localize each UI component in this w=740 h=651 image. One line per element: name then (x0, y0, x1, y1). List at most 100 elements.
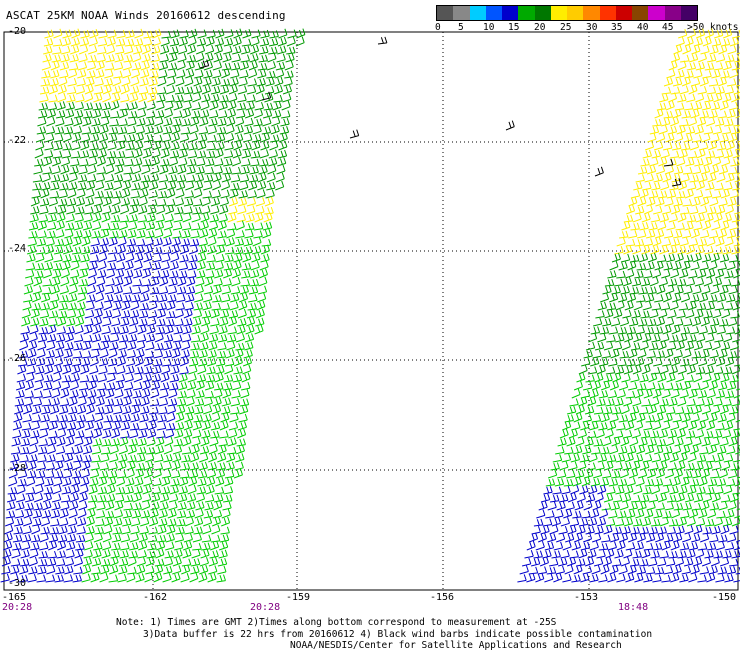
wind-barb (656, 503, 665, 510)
wind-barb (79, 269, 88, 278)
wind-barb (201, 543, 210, 550)
wind-barb (689, 389, 698, 398)
wind-barb (54, 357, 63, 366)
wind-barb (662, 389, 671, 398)
wind-barb (22, 423, 31, 430)
wind-barb (179, 149, 188, 158)
wind-barb (39, 327, 48, 334)
wind-barb (194, 527, 203, 534)
wind-barb (118, 350, 127, 359)
wind-barb (619, 231, 628, 238)
wind-barb (548, 469, 557, 478)
wind-barb (21, 430, 30, 438)
wind-barb (204, 286, 213, 294)
wind-barb (669, 335, 678, 342)
wind-barb (81, 246, 90, 254)
wind-barb (223, 53, 232, 62)
wind-barb (666, 69, 675, 78)
wind-barb (691, 383, 700, 390)
wind-barb (178, 271, 187, 278)
wind-barb (103, 310, 112, 318)
wind-barb (684, 407, 693, 414)
wind-barb (177, 287, 186, 294)
wind-barb (97, 167, 106, 174)
wind-barb (703, 37, 711, 46)
wind-barb (46, 238, 55, 246)
wind-barb (651, 214, 660, 222)
wind-barb (223, 167, 232, 174)
wind-barb (29, 557, 38, 566)
wind-barb (661, 303, 670, 311)
wind-barb (221, 406, 230, 414)
wind-barb (718, 567, 727, 574)
wind-barb (120, 543, 129, 551)
wind-barb (628, 230, 637, 238)
wind-barb (266, 71, 275, 78)
wind-barb (157, 309, 166, 318)
wind-barb (131, 405, 140, 414)
wind-barb (592, 565, 601, 574)
wind-barb (49, 421, 58, 430)
wind-barb (129, 317, 138, 326)
wind-barb (156, 94, 165, 102)
wind-barb (606, 549, 614, 558)
wind-barb (643, 271, 652, 279)
wind-barb (709, 261, 717, 270)
wind-barb (208, 462, 217, 470)
wind-barb (91, 238, 100, 246)
wind-barb (78, 62, 87, 71)
wind-barb (658, 373, 667, 382)
wind-barb (92, 110, 101, 119)
wind-barb (158, 303, 167, 310)
wind-barb (88, 55, 97, 62)
wind-barb (133, 46, 142, 54)
wind-barb (717, 479, 726, 487)
wind-barb (10, 454, 19, 462)
wind-barb (724, 574, 733, 582)
wind-barb (213, 61, 222, 70)
wind-barb (579, 518, 588, 526)
wind-barb (81, 134, 90, 142)
wind-barb (237, 94, 246, 102)
wind-barb (64, 230, 73, 239)
wind-barb (618, 327, 627, 334)
wind-barb (140, 517, 149, 526)
wind-barb (199, 462, 208, 470)
wind-barb (162, 254, 171, 262)
wind-barb (139, 310, 148, 318)
wind-barb (657, 285, 666, 294)
wind-barb (680, 390, 689, 398)
wind-barb (185, 406, 194, 414)
wind-barb (86, 415, 95, 423)
wind-barb (231, 398, 240, 406)
wind-barb (189, 29, 198, 38)
wind-barb (73, 126, 82, 134)
wind-barb (648, 405, 657, 414)
wind-barb (139, 423, 148, 431)
wind-barb (189, 133, 198, 142)
wind-barb (203, 77, 212, 86)
wind-barb (122, 414, 131, 422)
wind-barb (232, 390, 241, 398)
wind-barb (48, 214, 57, 222)
wind-barb (191, 111, 200, 118)
wind-barb (95, 78, 104, 86)
wind-barb (244, 118, 253, 126)
wind-barb (55, 230, 64, 239)
wind-barb (710, 46, 719, 54)
wind-barb (109, 454, 118, 462)
wind-barb (210, 94, 219, 102)
wind-barb (224, 477, 233, 486)
wind-barb (71, 477, 80, 486)
wind-barb (656, 351, 665, 358)
wind-barb (608, 390, 617, 398)
wind-barb (145, 237, 154, 246)
wind-barb (731, 246, 740, 254)
wind-barb (225, 255, 234, 263)
wind-barb (187, 381, 196, 390)
wind-barb (124, 390, 133, 399)
wind-barb (62, 486, 71, 494)
wind-barb (53, 263, 62, 270)
wind-barb (725, 542, 734, 550)
wind-barb (277, 157, 286, 166)
